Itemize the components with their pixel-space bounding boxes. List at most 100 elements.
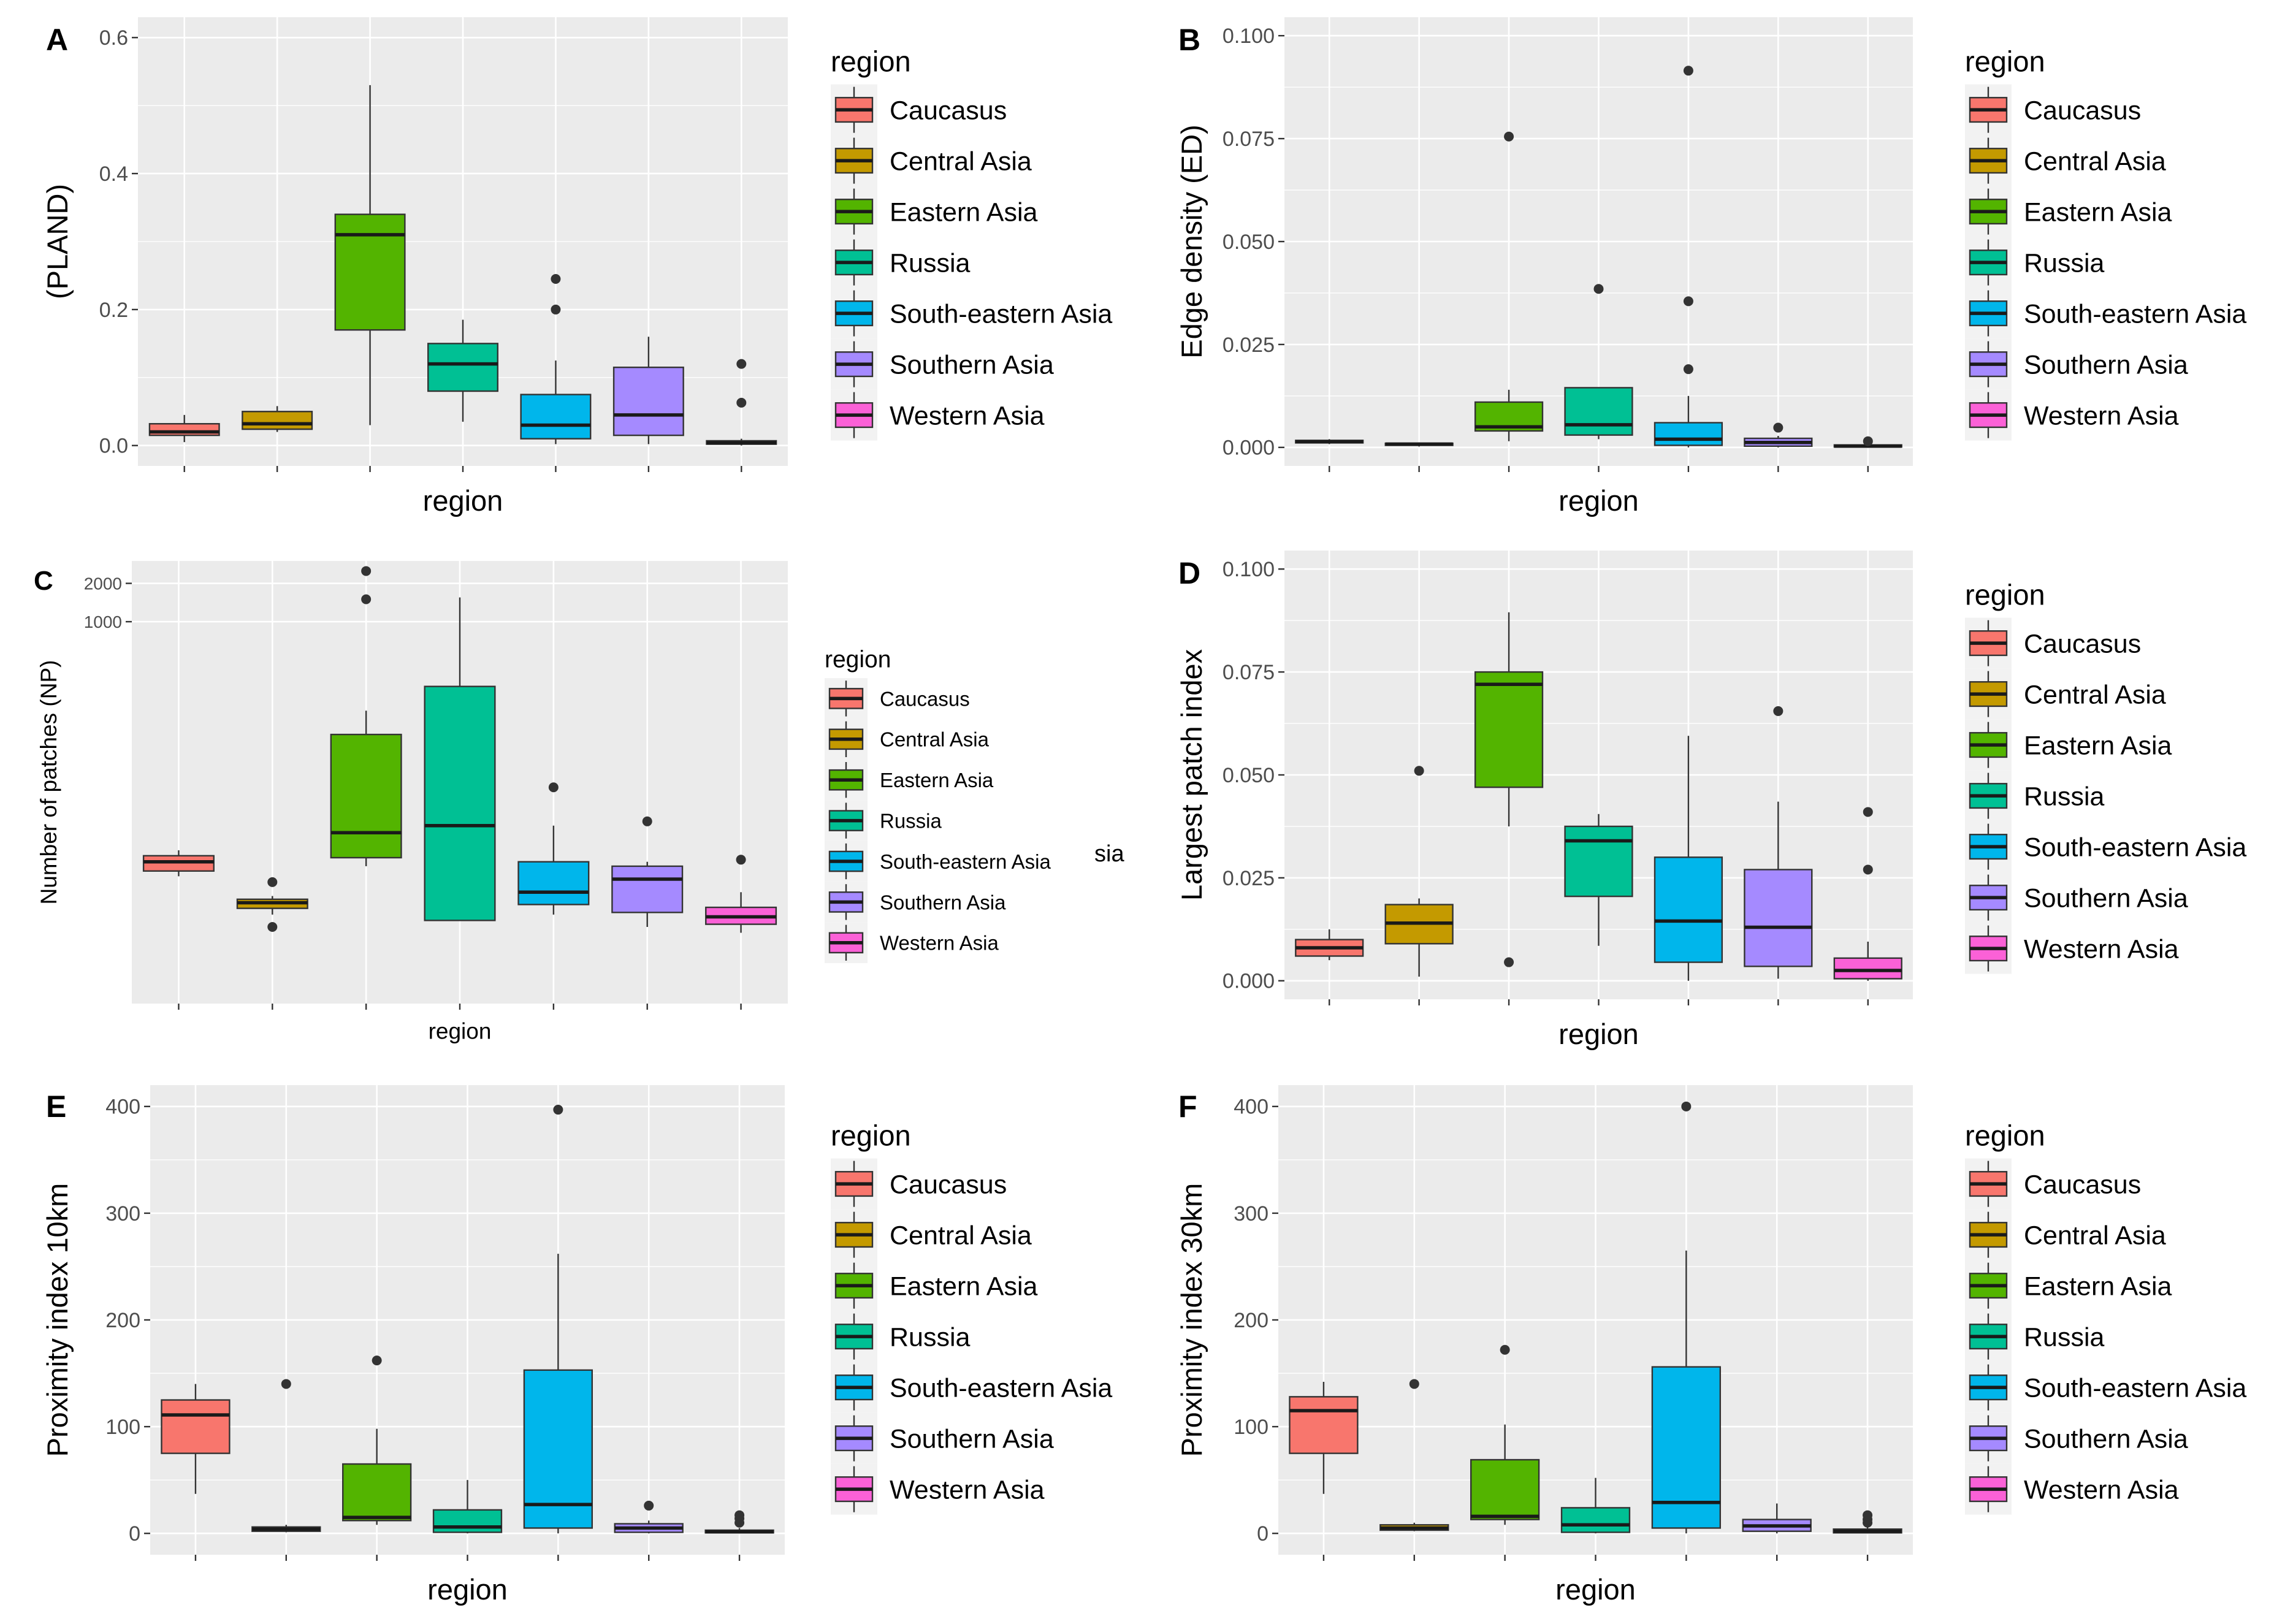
y-tick-label: 0.4 xyxy=(99,162,128,186)
y-tick-label: 200 xyxy=(1234,1309,1268,1332)
legend-label: Caucasus xyxy=(890,1170,1007,1200)
legend-item: Caucasus xyxy=(1965,1158,2141,1210)
legend-label: Southern Asia xyxy=(890,351,1054,380)
legend-item: Western Asia xyxy=(1965,389,2179,441)
outlier-point xyxy=(1593,284,1604,294)
x-axis-title: region xyxy=(1555,1573,1636,1606)
legend-item: Central Asia xyxy=(1965,1209,2166,1260)
box-russia xyxy=(1564,284,1633,440)
legend-label: Caucasus xyxy=(2024,630,2141,659)
y-tick-label: 300 xyxy=(105,1202,140,1226)
box-iqr xyxy=(520,394,592,440)
outlier-point xyxy=(734,1510,745,1520)
box-iqr xyxy=(1564,387,1633,436)
y-tick-label: 0 xyxy=(1257,1522,1268,1546)
outlier-point xyxy=(1414,766,1424,776)
legend-item: South-eastern Asia xyxy=(825,841,1051,882)
legend-item: Caucasus xyxy=(831,84,1007,135)
outlier-point xyxy=(372,1355,382,1366)
legend-item: Southern Asia xyxy=(1965,872,2188,923)
legend-item: Western Asia xyxy=(831,389,1045,441)
legend-item: Southern Asia xyxy=(831,1412,1054,1464)
panel-tag-c: C xyxy=(34,566,53,596)
box-iqr xyxy=(161,1399,231,1454)
legend-label: Russia xyxy=(2024,782,2105,812)
box-south-eastern-asia xyxy=(523,1105,593,1534)
box-central-asia xyxy=(251,1379,321,1533)
box-southern-asia xyxy=(611,816,684,927)
legend-label: Western Asia xyxy=(890,1476,1045,1505)
box-western-asia xyxy=(705,855,777,933)
outlier-point xyxy=(1773,706,1783,716)
y-axis-title: (PLAND) xyxy=(41,184,74,299)
legend-label: Central Asia xyxy=(890,147,1032,177)
legend-item: Caucasus xyxy=(1965,617,2141,669)
box-caucasus xyxy=(142,850,215,877)
y-axis-title: Edge density (ED) xyxy=(1175,124,1208,358)
box-south-eastern-asia xyxy=(517,782,590,915)
legend-label: Central Asia xyxy=(890,1221,1032,1251)
y-axis-title: Proximity index 10km xyxy=(41,1183,74,1457)
legend-item: South-eastern Asia xyxy=(831,1362,1112,1413)
box-iqr xyxy=(1564,825,1633,898)
outlier-point xyxy=(553,1105,563,1115)
legend-item: Eastern Asia xyxy=(831,1260,1037,1311)
box-iqr xyxy=(330,733,402,859)
legend-item: Western Asia xyxy=(1965,923,2179,974)
box-southern-asia xyxy=(612,337,684,444)
y-tick-label: 400 xyxy=(1234,1096,1268,1119)
legend-item: Eastern Asia xyxy=(1965,1260,2172,1311)
box-iqr xyxy=(1474,671,1544,788)
box-iqr xyxy=(341,1463,412,1522)
outlier-point xyxy=(1863,1510,1873,1520)
panel-f: 0 100 200 300 400 region Proximity index 30km F… xyxy=(1175,1085,2246,1606)
y-tick-label: 0.025 xyxy=(1223,334,1275,357)
y-tick-label: 100 xyxy=(105,1416,140,1439)
legend-label: Caucasus xyxy=(890,96,1007,126)
y-tick-label: 0.025 xyxy=(1223,867,1275,890)
box-south-eastern-asia xyxy=(1654,66,1723,448)
box-iqr xyxy=(517,861,590,905)
outlier-point xyxy=(1773,422,1783,433)
legend-label: Southern Asia xyxy=(2024,1425,2188,1454)
legend-item: Russia xyxy=(1965,770,2105,822)
legend-title: region xyxy=(1965,578,2045,611)
box-iqr xyxy=(611,865,684,913)
outlier-point xyxy=(1683,66,1693,76)
y-tick-label: 0.075 xyxy=(1223,128,1275,151)
box-iqr xyxy=(1560,1507,1631,1533)
legend-label: South-eastern Asia xyxy=(890,1374,1112,1403)
legend: region Caucasus Central Asia Eastern Asia Ru… xyxy=(831,1119,1112,1515)
legend-item: South-eastern Asia xyxy=(1965,288,2246,339)
legend-label: South-eastern Asia xyxy=(2024,833,2246,863)
box-south-eastern-asia xyxy=(1654,736,1723,981)
outlier-point xyxy=(267,921,278,932)
legend-item: Central Asia xyxy=(831,1209,1032,1260)
box-caucasus xyxy=(161,1384,231,1494)
legend-label: Southern Asia xyxy=(2024,884,2188,913)
legend-item: Russia xyxy=(1965,1311,2105,1362)
box-eastern-asia xyxy=(1474,612,1544,967)
box-eastern-asia xyxy=(330,566,402,866)
panel-tag-b: B xyxy=(1178,23,1200,57)
outlier-point xyxy=(1863,864,1873,875)
legend-label: South-eastern Asia xyxy=(2024,1374,2246,1403)
legend-item: Western Asia xyxy=(1965,1463,2179,1515)
legend-item: Southern Asia xyxy=(1965,1412,2188,1464)
outlier-point xyxy=(551,304,561,315)
outlier-point xyxy=(1863,436,1873,446)
legend-label: South-eastern Asia xyxy=(880,850,1051,873)
legend: region Caucasus Central Asia Eastern Asia Ru… xyxy=(831,45,1112,441)
legend: region Caucasus Central Asia Eastern Asia Ru… xyxy=(1965,578,2246,974)
box-russia xyxy=(427,319,498,422)
box-iqr xyxy=(424,685,496,921)
box-eastern-asia xyxy=(1470,1344,1540,1525)
outlier-point xyxy=(361,566,372,576)
legend-label: Eastern Asia xyxy=(890,198,1037,227)
legend-item: Southern Asia xyxy=(1965,338,2188,390)
outlier-point xyxy=(1683,364,1693,375)
legend-label: Eastern Asia xyxy=(2024,1272,2172,1302)
legend-item: Western Asia xyxy=(825,922,999,963)
y-tick-label: 100 xyxy=(1234,1416,1268,1439)
y-tick-label: 0.000 xyxy=(1223,970,1275,993)
